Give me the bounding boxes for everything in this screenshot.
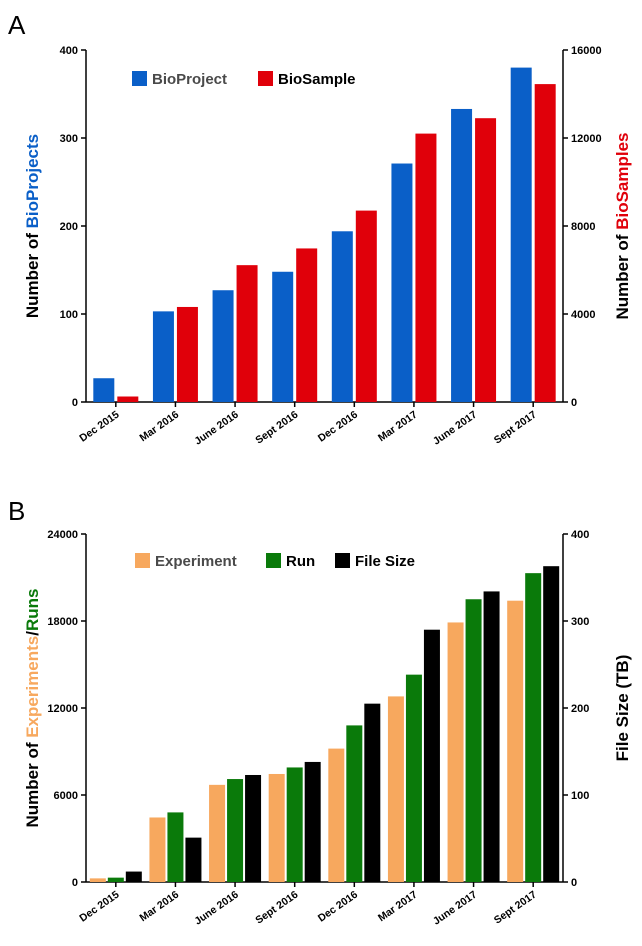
left-axis-label: Number of BioProjects [23, 134, 42, 318]
bar-file-size [125, 871, 142, 882]
left-tick-label: 300 [60, 133, 78, 145]
bar-run [227, 779, 244, 882]
left-tick-label: 0 [72, 877, 78, 889]
bar-run [167, 812, 184, 882]
bar-experiment [387, 696, 404, 882]
bar-file-size [543, 566, 560, 882]
chart-panel-b: B 0 6000 12000 18000 24000 0 100 200 300 400 Dec 20… [8, 496, 632, 928]
left-tick-label: 6000 [54, 790, 78, 802]
bar-run [465, 599, 482, 882]
legend-swatch [258, 71, 273, 86]
bar-experiment [447, 622, 464, 882]
x-tick-label: Sept 2017 [492, 409, 539, 447]
x-tick-label: Sept 2016 [253, 889, 300, 927]
bar-file-size [245, 774, 262, 882]
legend-swatch [132, 71, 147, 86]
bar-bioproject [331, 231, 353, 402]
bar-run [107, 877, 124, 882]
right-tick-label: 16000 [571, 45, 602, 57]
legend-label: BioSample [278, 71, 356, 88]
x-tick-label: Mar 2017 [376, 889, 420, 925]
legend-label: File Size [355, 553, 415, 570]
x-tick-label: Dec 2015 [77, 409, 121, 445]
bar-experiment [149, 817, 166, 882]
x-tick-label: Dec 2016 [316, 409, 360, 445]
x-tick-label: June 2017 [431, 409, 480, 448]
x-tick-label: Mar 2016 [137, 409, 181, 445]
legend-label: BioProject [152, 71, 227, 88]
bar-bioproject [510, 67, 532, 402]
bar-file-size [423, 629, 440, 882]
x-tick-label: Sept 2017 [492, 889, 539, 927]
right-tick-label: 300 [571, 616, 589, 628]
left-tick-label: 200 [60, 221, 78, 233]
legend-swatch [135, 553, 150, 568]
panel-letter: B [8, 496, 25, 526]
x-tick-label: Mar 2016 [137, 889, 181, 925]
bar-biosample [296, 248, 318, 402]
panel-letter: A [8, 10, 26, 40]
bar-biosample [415, 133, 437, 402]
bar-biosample [475, 118, 497, 402]
bar-bioproject [152, 311, 174, 402]
x-tick-label: June 2016 [192, 889, 241, 928]
right-axis-label: Number of BioSamples [613, 132, 632, 319]
bar-biosample [236, 265, 258, 402]
legend-label: Experiment [155, 553, 237, 570]
left-tick-label: 0 [72, 397, 78, 409]
right-tick-label: 8000 [571, 221, 595, 233]
right-tick-label: 200 [571, 703, 589, 715]
bar-bioproject [212, 290, 234, 402]
bar-biosample [117, 396, 139, 402]
right-tick-label: 400 [571, 529, 589, 541]
bar-bioproject [391, 163, 413, 402]
left-tick-label: 400 [60, 45, 78, 57]
right-axis-label: File Size (TB) [613, 655, 632, 762]
right-tick-label: 4000 [571, 309, 595, 321]
bar-bioproject [93, 378, 115, 402]
bar-run [286, 767, 303, 882]
right-tick-label: 0 [571, 397, 577, 409]
left-tick-label: 12000 [47, 703, 78, 715]
bar-run [346, 725, 363, 882]
legend-swatch [335, 553, 350, 568]
left-tick-label: 24000 [47, 529, 78, 541]
bar-run [525, 573, 542, 882]
bar-biosample [355, 210, 377, 402]
legend-label: Run [286, 553, 315, 570]
right-tick-label: 100 [571, 790, 589, 802]
x-tick-label: Sept 2016 [253, 409, 300, 447]
left-tick-label: 100 [60, 309, 78, 321]
bar-file-size [483, 591, 500, 882]
legend-swatch [266, 553, 281, 568]
x-tick-label: Mar 2017 [376, 409, 420, 445]
x-tick-label: Dec 2016 [316, 889, 360, 925]
bar-bioproject [451, 108, 473, 403]
bar-bioproject [272, 271, 294, 402]
bar-experiment [328, 748, 345, 882]
right-tick-label: 0 [571, 877, 577, 889]
legend: Experiment Run File Size [135, 553, 415, 570]
bar-biosample [176, 306, 198, 402]
bar-file-size [364, 703, 381, 882]
bar-file-size [304, 761, 321, 882]
x-tick-label: Dec 2015 [77, 889, 121, 925]
right-tick-label: 12000 [571, 133, 602, 145]
bar-experiment [507, 600, 524, 882]
bar-file-size [185, 837, 202, 882]
bar-experiment [268, 773, 285, 882]
bar-experiment [209, 784, 226, 882]
bar-experiment [89, 878, 106, 882]
left-axis-label: Number of Experiments/Runs [23, 588, 42, 827]
x-tick-label: June 2016 [192, 409, 241, 448]
bar-run [405, 674, 422, 882]
left-tick-label: 18000 [47, 616, 78, 628]
x-tick-label: June 2017 [431, 889, 480, 928]
bar-biosample [534, 84, 556, 402]
legend: BioProject BioSample [132, 71, 356, 88]
